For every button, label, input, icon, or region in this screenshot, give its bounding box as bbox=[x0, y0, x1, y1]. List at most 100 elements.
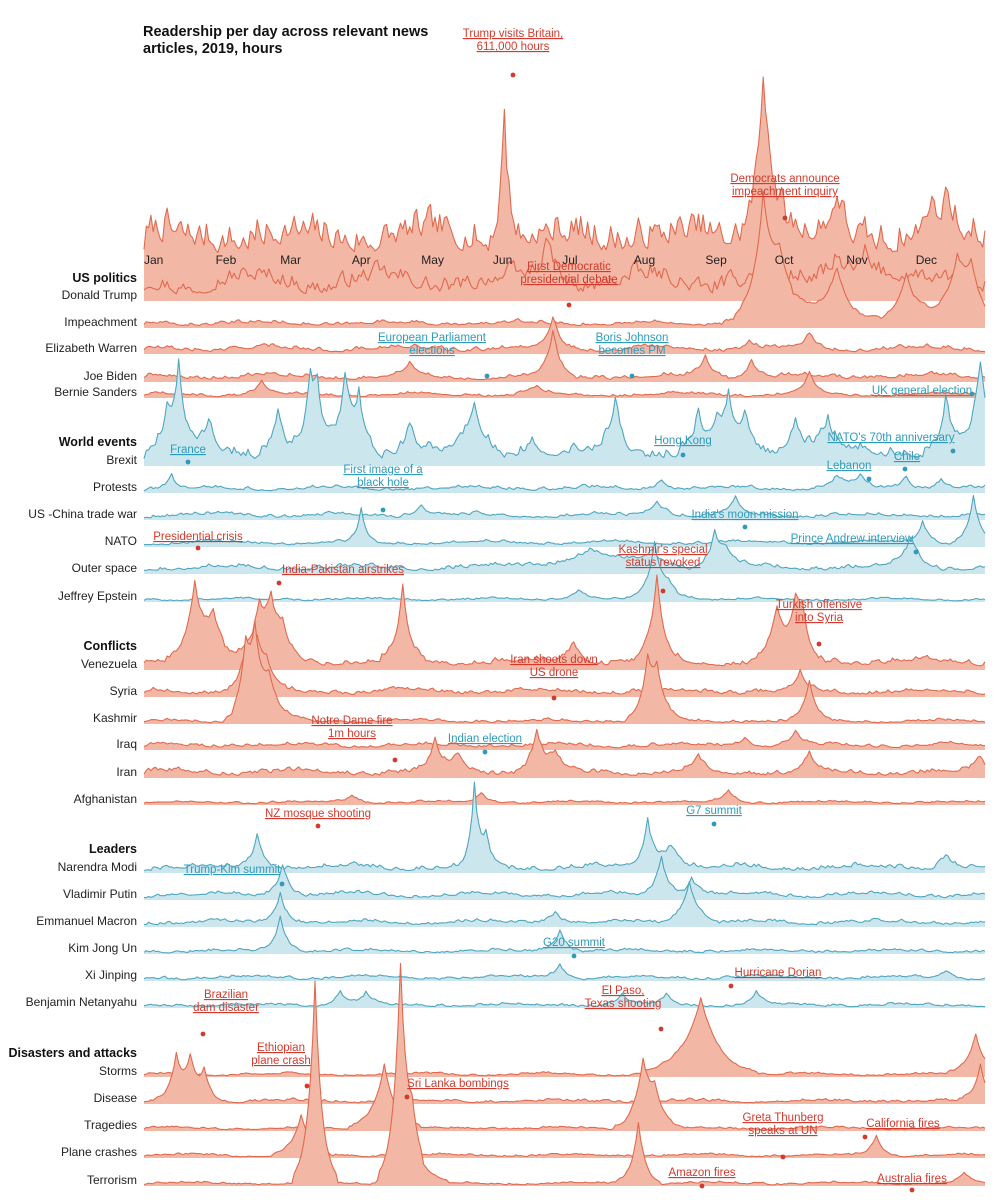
annotation-text: California fires bbox=[866, 1118, 940, 1130]
annotation-first-democratic-presidential-debate: First Democratic presidential debate bbox=[520, 261, 618, 308]
annotation-marker bbox=[913, 549, 919, 555]
row-kashmir-line bbox=[143, 620, 986, 724]
month-tick-sep: Sep bbox=[705, 253, 727, 267]
row-label-afghanistan: Afghanistan bbox=[74, 792, 137, 806]
annotation-text: India-Pakistan airstrikes bbox=[282, 564, 404, 576]
annotation-text: El Paso, Texas shooting bbox=[585, 985, 662, 1010]
annotation-g20-summit: G20 summit bbox=[543, 937, 606, 959]
annotation-text-line: UK general election bbox=[872, 385, 972, 397]
annotation-text-line: Lebanon bbox=[827, 460, 872, 472]
annotation-text-line: Presidential crisis bbox=[153, 531, 243, 543]
annotation-marker bbox=[862, 1134, 868, 1140]
row-label-kashmir: Kashmir bbox=[93, 711, 137, 725]
annotation-text-line: Amazon fires bbox=[668, 1167, 735, 1179]
annotation-marker bbox=[728, 983, 734, 989]
annotation-trump-kim-summit: Trump-Kim summit bbox=[184, 864, 285, 887]
annotation-text: UK general election bbox=[872, 385, 972, 397]
annotation-marker bbox=[551, 695, 557, 701]
annotation-text: Indian election bbox=[448, 733, 522, 745]
month-tick-may: May bbox=[421, 253, 444, 267]
annotation-marker bbox=[279, 881, 285, 887]
annotation-text: Greta Thunberg speaks at UN bbox=[743, 1112, 824, 1137]
group-heading-conflicts: Conflicts bbox=[84, 639, 138, 653]
annotation-marker bbox=[816, 641, 822, 647]
annotation-marker bbox=[909, 1187, 915, 1193]
annotation-marker bbox=[866, 476, 872, 482]
annotation-text: Prince Andrew interview bbox=[791, 533, 914, 545]
annotation-nz-mosque-shooting: NZ mosque shooting bbox=[265, 808, 371, 829]
annotation-marker bbox=[571, 953, 577, 959]
annotation-text: Trump visits Britain, 611,000 hours bbox=[463, 28, 564, 53]
row-plane-crashes-line bbox=[143, 1114, 986, 1158]
annotation-text-line: G7 summit bbox=[686, 805, 742, 817]
annotation-text-line: Democrats announce bbox=[730, 173, 839, 185]
annotation-lebanon: Lebanon bbox=[827, 460, 872, 482]
row-emmanuel-macron-area bbox=[144, 881, 985, 927]
annotation-text-line: Iran shoots down bbox=[510, 654, 598, 666]
annotation-uk-general-election: UK general election bbox=[872, 385, 975, 397]
row-bernie-sanders-area bbox=[144, 371, 985, 398]
row-impeachment-area bbox=[144, 191, 985, 328]
annotation-text: Ethiopian plane crash bbox=[251, 1042, 310, 1067]
annotation-text-line: France bbox=[170, 444, 206, 456]
annotation-text-line: Boris Johnson bbox=[596, 332, 669, 344]
annotation-marker bbox=[780, 1154, 786, 1160]
annotation-text-line: El Paso, bbox=[602, 985, 645, 997]
row-impeachment-line bbox=[143, 191, 986, 327]
row-label-joe-biden: Joe Biden bbox=[84, 369, 137, 383]
row-label-xi-jinping: Xi Jinping bbox=[85, 968, 137, 982]
annotation-hurricane-dorian: Hurricane Dorian bbox=[728, 967, 821, 989]
row-label-storms: Storms bbox=[99, 1064, 137, 1078]
row-label-kim-jong-un: Kim Jong Un bbox=[68, 941, 137, 955]
annotation-text: Trump-Kim summit bbox=[184, 864, 281, 876]
annotation-california-fires: California fires bbox=[862, 1118, 940, 1140]
group-heading-world-events: World events bbox=[59, 435, 137, 449]
month-tick-jan: Jan bbox=[144, 253, 163, 267]
annotation-marker bbox=[392, 757, 398, 763]
annotation-text-line: NZ mosque shooting bbox=[265, 808, 371, 820]
row-xi-jinping-area bbox=[144, 963, 985, 981]
row-brexit-area bbox=[144, 358, 985, 466]
annotation-first-image-of-a-black-hole: First image of a black hole bbox=[343, 464, 423, 513]
month-tick-feb: Feb bbox=[216, 253, 237, 267]
row-jeffrey-epstein-line bbox=[143, 540, 986, 602]
annotation-text-line: Turkish offensive bbox=[776, 599, 862, 611]
row-tragedies-line bbox=[143, 1057, 986, 1131]
annotation-text: G20 summit bbox=[543, 937, 606, 949]
annotation-text-line: Brazilian bbox=[204, 989, 248, 1001]
total-readership-area bbox=[144, 77, 985, 298]
annotation-text: Hong Kong bbox=[654, 435, 712, 447]
annotation-text: Turkish offensive into Syria bbox=[776, 599, 862, 624]
annotation-greta-thunberg-speaks-at-un: Greta Thunberg speaks at UN bbox=[743, 1112, 824, 1160]
annotation-text: Boris Johnson becomes PM bbox=[596, 332, 669, 357]
row-label-outer-space: Outer space bbox=[72, 561, 138, 575]
row-brexit-line bbox=[143, 358, 986, 459]
annotations: Trump visits Britain, 611,000 hours Democr… bbox=[153, 28, 975, 1193]
row-terrorism-area bbox=[144, 963, 985, 1186]
row-tragedies-area bbox=[144, 1058, 985, 1131]
annotation-marker bbox=[902, 466, 908, 472]
row-kim-jong-un-line bbox=[143, 915, 986, 954]
annotation-notre-dame-fire-1m-hours: Notre Dame fire 1m hours bbox=[311, 715, 398, 763]
row-us-china-trade-war-line bbox=[143, 495, 986, 519]
annotation-text: Amazon fires bbox=[668, 1167, 735, 1179]
row-benjamin-netanyahu-line bbox=[143, 990, 986, 1008]
annotation-sri-lanka-bombings: Sri Lanka bombings bbox=[404, 1078, 509, 1100]
month-tick-jun: Jun bbox=[493, 253, 512, 267]
chart-title-line-2: articles, 2019, hours bbox=[143, 41, 282, 57]
row-venezuela-area bbox=[144, 575, 985, 670]
annotation-text-line: Ethiopian bbox=[257, 1042, 305, 1054]
annotation-text-line: presidential debate bbox=[520, 274, 617, 286]
row-iraq-line bbox=[143, 729, 986, 749]
annotation-text-line: plane crash bbox=[251, 1055, 310, 1067]
month-tick-jul: Jul bbox=[562, 253, 577, 267]
row-label-tragedies: Tragedies bbox=[84, 1118, 137, 1132]
row-storms-line bbox=[143, 997, 986, 1077]
row-iran-area bbox=[144, 729, 985, 778]
row-label-disease: Disease bbox=[94, 1091, 138, 1105]
annotation-text-line: India's moon mission bbox=[691, 509, 798, 521]
row-label-jeffrey-epstein: Jeffrey Epstein bbox=[58, 589, 137, 603]
month-tick-mar: Mar bbox=[280, 253, 301, 267]
annotation-text-line: 1m hours bbox=[328, 728, 376, 740]
